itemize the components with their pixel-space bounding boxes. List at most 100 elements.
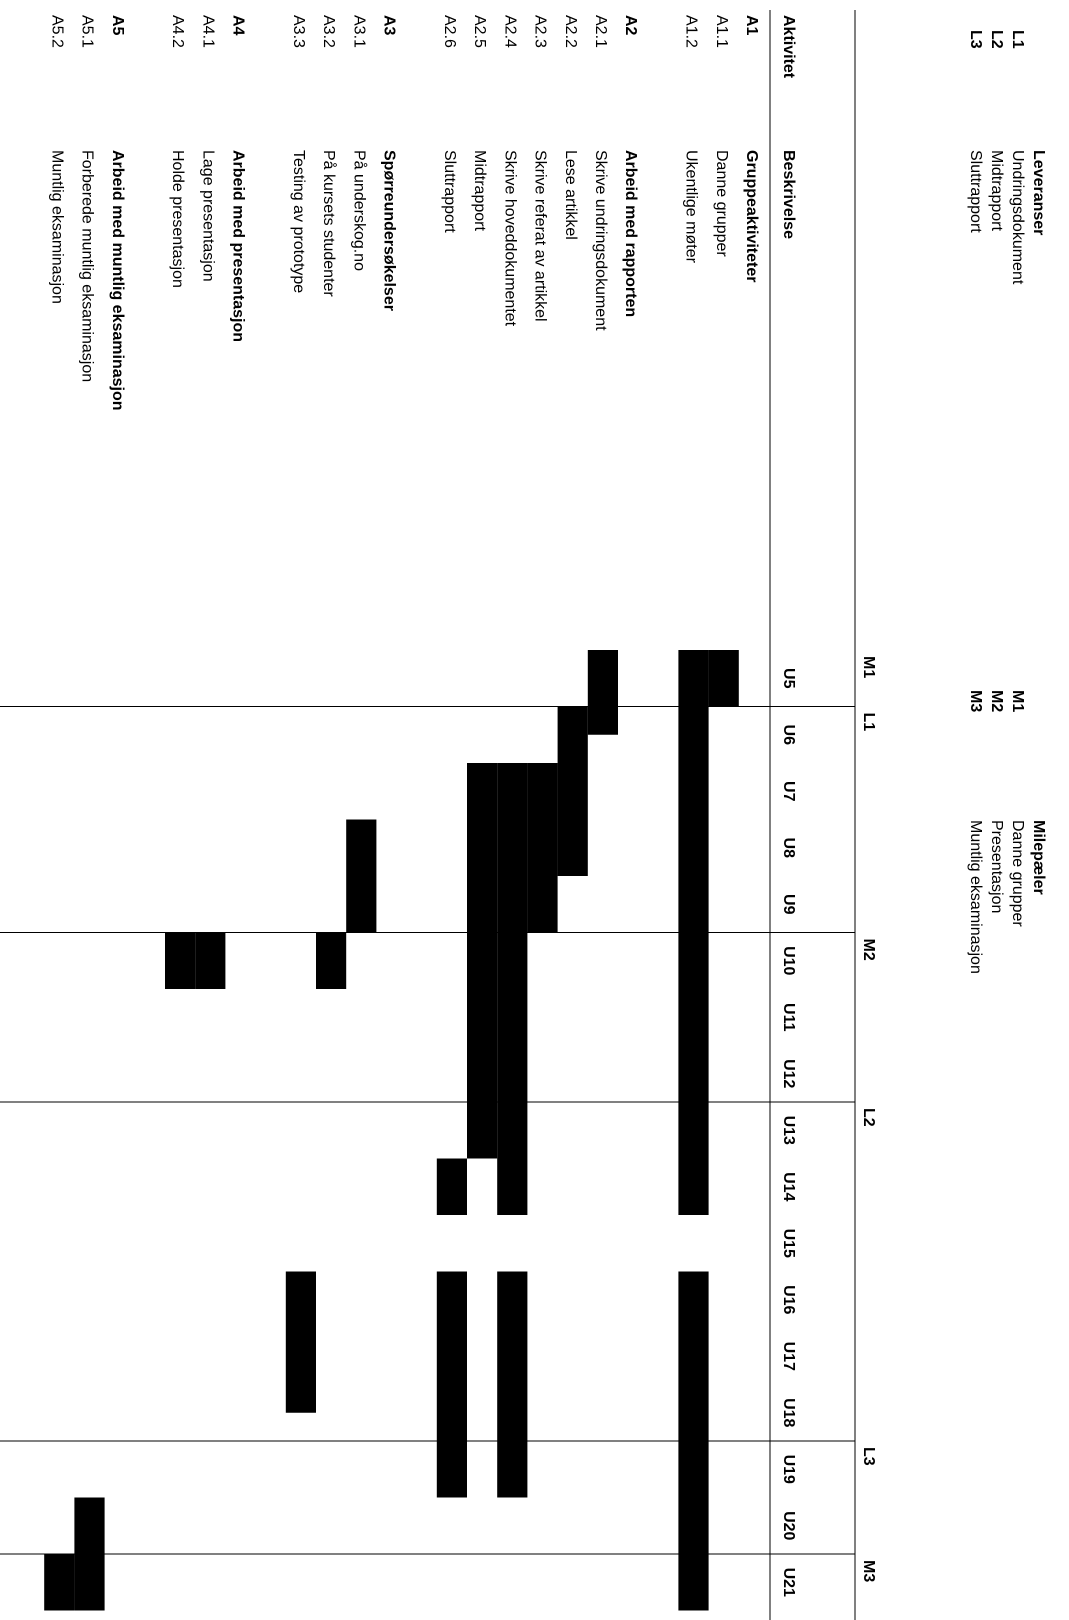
milestone-code-m2: M2 [988,690,1005,712]
week-label-u6: U6 [780,725,797,746]
milestone-name-m1: Danne grupper [1009,820,1026,927]
milestones-heading: Milepæler [1030,820,1047,895]
bar-a2-6-0 [436,1158,467,1215]
row-id-a1-1: A1.1 [713,15,730,48]
week-label-u7: U7 [780,781,797,802]
row-desc-a4-2: Holde presentasjon [169,150,186,288]
week-label-u21: U21 [780,1568,797,1597]
marker-label-m2: M2 [860,939,877,961]
row-desc-a1-1: Danne grupper [713,150,730,257]
week-label-u15: U15 [780,1229,797,1258]
row-id-a4: A4 [230,15,247,36]
week-label-u17: U17 [780,1342,797,1371]
row-desc-a3-1: På underskog.no [350,150,368,271]
row-id-a2-5: A2.5 [471,15,488,48]
row-id-a2-6: A2.6 [441,15,458,48]
row-id-a3-2: A3.2 [320,15,337,48]
deliverable-code-l3: L3 [967,30,984,49]
week-label-u5: U5 [780,668,797,689]
bar-a5-1-0 [74,1497,105,1611]
bar-a4-2-0 [165,932,196,989]
week-label-u12: U12 [780,1059,797,1088]
bar-a2-1-0 [587,650,618,735]
deliverable-name-l3: Sluttrapport [967,150,984,233]
deliverable-code-l2: L2 [988,30,1005,49]
row-desc-a3-2: På kursets studenter [320,150,338,297]
week-label-u16: U16 [780,1285,797,1314]
row-id-a2: A2 [622,15,639,36]
milestone-name-m2: Presentasjon [988,820,1005,913]
bar-a1-2-1 [678,1271,709,1611]
bar-a5-2-0 [44,1554,75,1611]
marker-label-l3: L3 [860,1447,877,1466]
week-label-u13: U13 [780,1116,797,1145]
marker-label-m1: M1 [860,656,877,678]
week-label-u18: U18 [780,1398,797,1427]
row-id-a3: A3 [381,15,398,36]
week-label-u10: U10 [780,946,797,975]
bar-a4-1-0 [195,932,226,989]
milestones-legend: Milepæler M1 Danne grupper M2 Presentasj… [967,690,1047,974]
deliverable-code-l1: L1 [1009,30,1026,49]
bar-a2-4-1 [497,1271,528,1498]
row-id-a2-3: A2.3 [532,15,549,48]
row-desc-a5-1: Forberede muntlig eksaminasjon [79,150,96,382]
header-activity: Aktivitet [780,15,797,79]
deliverables-heading: Leveranser [1030,150,1047,235]
bar-a2-2-0 [557,706,588,876]
milestone-name-m3: Muntlig eksaminasjon [967,820,984,974]
header-description: Beskrivelse [780,150,797,239]
milestone-code-m1: M1 [1009,690,1026,712]
bar-a3-3-0 [285,1271,316,1413]
row-desc-a3: Spørreundersøkelser [381,150,398,311]
milestone-code-m3: M3 [967,690,984,712]
deliverable-name-l2: Midtrapport [988,150,1005,231]
bar-a2-5-0 [467,763,498,1159]
row-id-a4-2: A4.2 [169,15,186,48]
week-labels: U5 U6 U7 U8 U9 U10 U11 U12 U13 U14 U15 U16 U17 U18 U19… [780,668,797,1597]
row-id-a5-1: A5.1 [79,15,96,48]
row-desc-a2-6: Sluttrapport [441,150,458,233]
bar-a2-3-0 [527,763,558,933]
row-id-a5-2: A5.2 [48,15,65,48]
activity-rows: A1 Gruppeaktiviteter A1.1 Danne grupper A1.2… [44,15,760,1611]
bar-a2-6-1 [436,1271,467,1498]
row-desc-a2-5: Midtrapport [471,150,488,231]
row-id-a1: A1 [743,15,760,36]
week-label-u19: U19 [780,1455,797,1484]
row-id-a3-1: A3.1 [350,15,367,48]
week-label-u20: U20 [780,1511,797,1540]
marker-label-m3: M3 [860,1560,877,1582]
row-desc-a3-3: Testing av prototype [290,150,307,293]
week-label-u9: U9 [780,894,797,915]
row-desc-a1: Gruppeaktiviteter [743,150,760,282]
deliverables-legend: Leveranser L1 Undringsdokument L2 Midtra… [967,30,1047,285]
row-id-a1-2: A1.2 [683,15,700,48]
row-id-a4-1: A4.1 [199,15,216,48]
week-label-u8: U8 [780,838,797,859]
marker-label-l1: L1 [860,713,877,732]
row-desc-a4: Arbeid med presentasjon [230,150,247,342]
row-desc-a2-3: Skrive referat av artikkel [532,150,549,322]
row-desc-a5-2: Muntlig eksaminasjon [48,150,65,304]
row-desc-a5: Arbeid med muntlig eksaminasjon [109,150,126,411]
row-id-a2-2: A2.2 [562,15,579,48]
bar-a1-1-0 [708,650,739,707]
week-label-u11: U11 [780,1003,797,1032]
deliverable-name-l1: Undringsdokument [1009,150,1026,285]
row-id-a2-1: A2.1 [592,15,609,48]
row-desc-a1-2: Ukentlige møter [683,150,700,264]
bar-a2-4-0 [497,763,528,1215]
row-desc-a4-1: Lage presentasjon [199,150,216,282]
row-id-a2-4: A2.4 [501,15,518,48]
bar-a3-2-0 [316,932,347,989]
bar-a3-1-0 [346,819,377,933]
row-desc-a2-2: Lese artikkel [562,150,579,240]
row-id-a3-3: A3.3 [290,15,307,48]
row-desc-a2-1: Skrive undringsdokument [592,150,609,331]
row-desc-a2: Arbeid med rapporten [622,150,639,317]
row-desc-a2-4: Skrive hoveddokumentet [501,150,518,327]
